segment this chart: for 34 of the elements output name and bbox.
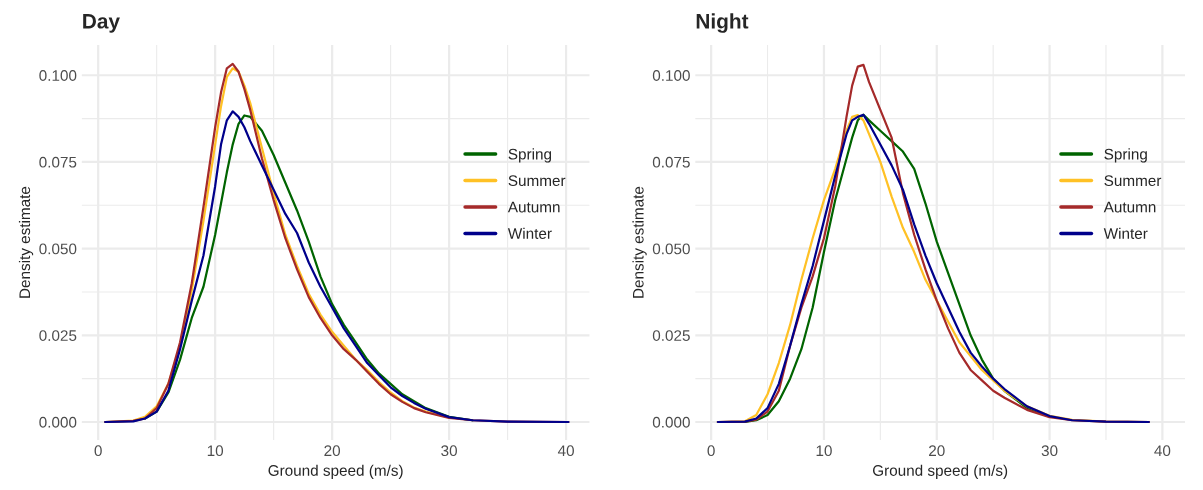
legend-label: Summer — [1104, 175, 1162, 187]
y-tick-label: 0.050 — [39, 243, 77, 255]
y-axis-title: Density estimate — [18, 186, 34, 298]
legend-label: Spring — [1104, 148, 1147, 163]
legend-label: Autumn — [507, 201, 560, 213]
x-tick-label: 30 — [1041, 445, 1058, 457]
chart-title: Day — [83, 14, 120, 33]
legend-label: Autumn — [1103, 201, 1156, 213]
y-tick-label: 0.100 — [39, 70, 77, 81]
x-axis-title: Ground speed (m/s) — [872, 464, 1008, 479]
y-tick-label: 0.000 — [652, 416, 690, 428]
y-tick-label: 0.025 — [652, 330, 690, 341]
legend-label: Spring — [508, 148, 552, 163]
x-tick-label: 0 — [94, 445, 102, 457]
legend-label: Summer — [508, 175, 566, 187]
x-tick-label: 40 — [557, 445, 574, 457]
y-tick-label: 0.050 — [652, 243, 690, 255]
legend-label: Winter — [1103, 227, 1148, 239]
y-tick-label: 0.000 — [39, 416, 77, 428]
x-tick-label: 30 — [441, 445, 457, 457]
x-tick-label: 40 — [1154, 445, 1171, 457]
y-axis-title: Density estimate — [632, 186, 647, 298]
x-tick-label: 0 — [707, 445, 715, 457]
x-tick-label: 20 — [929, 445, 945, 457]
y-tick-label: 0.025 — [39, 330, 77, 341]
legend-label: Winter — [507, 227, 552, 239]
x-axis-title: Ground speed (m/s) — [268, 464, 403, 479]
x-tick-label: 10 — [207, 445, 224, 457]
y-tick-label: 0.075 — [39, 156, 77, 168]
y-tick-label: 0.100 — [652, 70, 690, 81]
chart-title: Night — [696, 13, 749, 33]
x-tick-label: 20 — [324, 445, 341, 457]
x-tick-label: 10 — [816, 445, 832, 457]
y-tick-label: 0.075 — [652, 156, 690, 168]
